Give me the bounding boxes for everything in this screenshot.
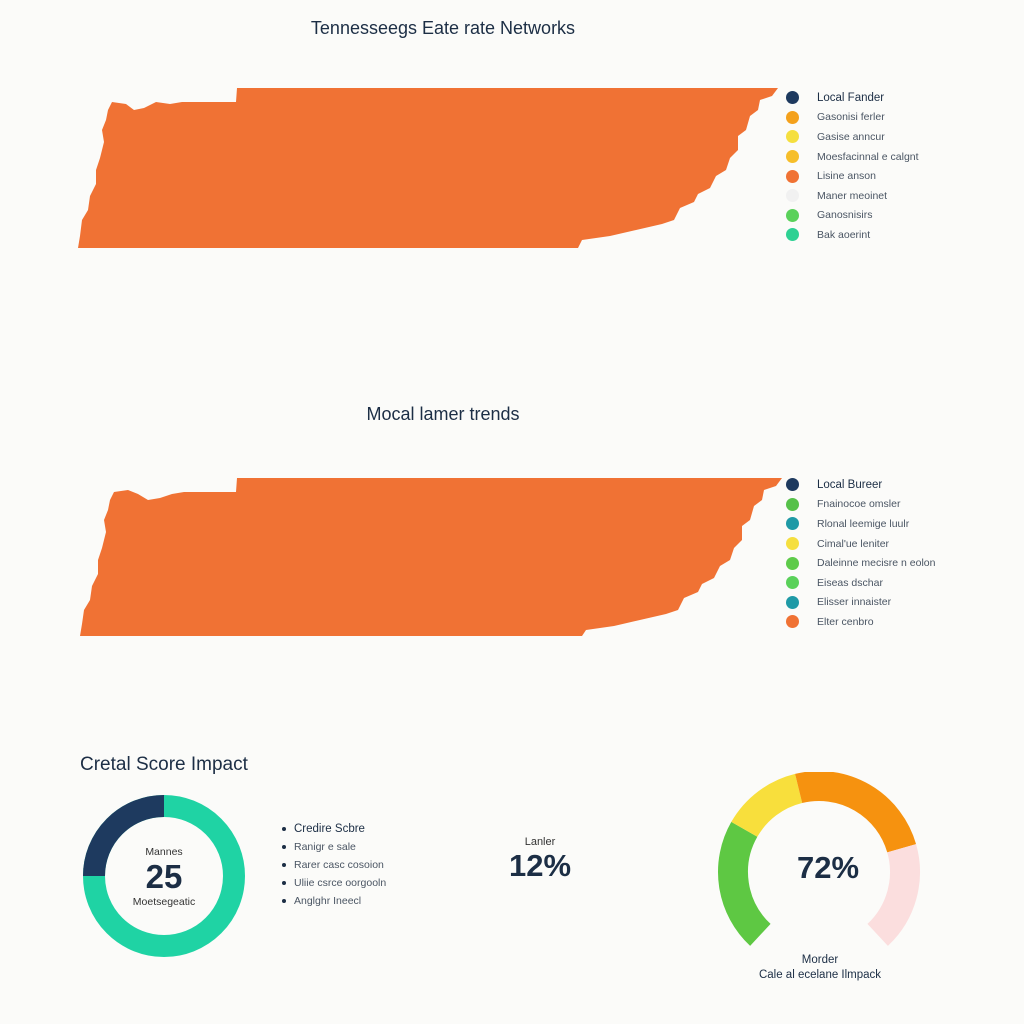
impact-gauge [718,772,920,946]
legend-label: Maner meoinet [817,189,888,202]
legend-swatch [786,497,799,511]
legend-item: Lisine anson [786,166,919,186]
map-1-legend: Local Fander Gasonisi ferler Gasise annc… [786,88,919,245]
legend-item: Cimal'ue leniter [786,534,935,554]
score-impact-title: Cretal Score Impact [80,754,248,775]
donut-center-value: 25 [145,858,183,895]
tennessee-map-1 [78,88,778,248]
bullet-item: Uliie csrce oorgooln [282,874,386,892]
stat-value: 12% [508,848,572,883]
legend-item: Daleinne mecisre n eolon [786,553,935,573]
gauge-segment-2 [731,773,803,838]
map-2-legend: Local Bureer Fnainocoe omsler Rlonal lee… [786,475,935,632]
legend-label: Gasise anncur [817,130,885,143]
bullet-label: Anglghr Ineecl [294,895,362,907]
bullet-dot [282,845,286,849]
gauge-value: 72% [796,850,860,885]
gauge-segment-1 [718,821,771,946]
legend-label: Moesfacinnal e calgnt [817,150,919,163]
stat-label: Lanler [524,836,556,848]
legend-item: Local Fander [786,88,919,108]
legend-item: Moesfacinnal e calgnt [786,147,919,167]
bullet-label: Rarer casc cosoion [294,859,384,871]
legend-label: Cimal'ue leniter [817,537,890,550]
legend-label: Bak aoerint [817,228,871,241]
legend-label: Gasonisi ferler [817,111,885,124]
donut-center: Mannes 25 Moetsegeatic [84,846,244,908]
bullet-label: Credire Scbre [294,823,365,835]
legend-item: Local Bureer [786,475,935,495]
legend-label: Elisser innaister [817,596,892,609]
bullet-label: Uliie csrce oorgooln [294,877,387,889]
legend-label: Fnainocoe omsler [817,498,901,511]
legend-swatch [786,110,799,124]
gauge-caption-top: Morder [801,954,839,966]
donut-value-arc [83,795,165,877]
legend-item: Bak aoerint [786,225,919,245]
tennessee-shape [80,478,782,636]
tennessee-shape [78,88,778,248]
legend-label: Local Fander [817,91,885,104]
legend-item: Elter cenbro [786,612,935,632]
bullet-dot [282,827,286,831]
legend-label: Rlonal leemige luulr [817,517,910,530]
legend-swatch [786,537,799,551]
legend-swatch [786,228,799,242]
bullet-item: Rarer casc cosoion [282,856,386,874]
legend-item: Fnainocoe omsler [786,495,935,515]
legend-swatch [786,189,799,203]
legend-item: Gasise anncur [786,127,919,147]
gauge-segment-4 [867,844,920,946]
legend-label: Local Bureer [817,478,883,491]
legend-swatch [786,169,799,183]
legend-swatch [786,150,799,164]
legend-label: Ganosnisirs [817,209,873,222]
bullet-dot [282,863,286,867]
legend-item: Elisser innaister [786,593,935,613]
legend-swatch [786,595,799,609]
bullet-item: Ranigr e sale [282,838,386,856]
legend-item: Maner meoinet [786,186,919,206]
bullet-label: Ranigr e sale [294,841,356,853]
stat-block: Lanler 12% [490,836,590,884]
gauge-segment-3 [795,772,917,853]
legend-label: Daleinne mecisre n eolon [817,557,936,570]
legend-swatch [786,130,799,144]
legend-swatch [786,478,799,492]
legend-label: Lisine anson [817,170,876,183]
legend-swatch [786,576,799,590]
legend-swatch [786,615,799,629]
legend-swatch [786,91,799,105]
donut-center-sublabel: Moetsegeatic [132,896,196,908]
donut-center-label: Mannes [145,846,183,858]
bullet-item: Anglghr Ineecl [282,892,386,910]
legend-label: Elter cenbro [817,615,874,628]
legend-item: Rlonal leemige luulr [786,514,935,534]
map-2-title: Mocal lamer trends [366,404,520,424]
legend-item: Gasonisi ferler [786,108,919,128]
legend-item: Eiseas dschar [786,573,935,593]
bullet-dot [282,881,286,885]
tennessee-map-2 [80,478,782,636]
map-1-title: Tennesseegs Eate rate Networks [310,18,576,38]
bullet-item: Credire Scbre [282,820,386,838]
legend-swatch [786,556,799,570]
legend-swatch [786,208,799,222]
gauge-caption: Morder Cale al ecelane Ilmpack [720,953,920,983]
bullet-dot [282,899,286,903]
legend-label: Eiseas dschar [817,576,883,589]
gauge-caption-bottom: Cale al ecelane Ilmpack [758,969,882,981]
legend-item: Ganosnisirs [786,206,919,226]
legend-swatch [786,517,799,531]
score-bullet-list: Credire Scbre Ranigr e sale Rarer casc c… [282,820,386,910]
score-donut-chart [83,795,245,957]
